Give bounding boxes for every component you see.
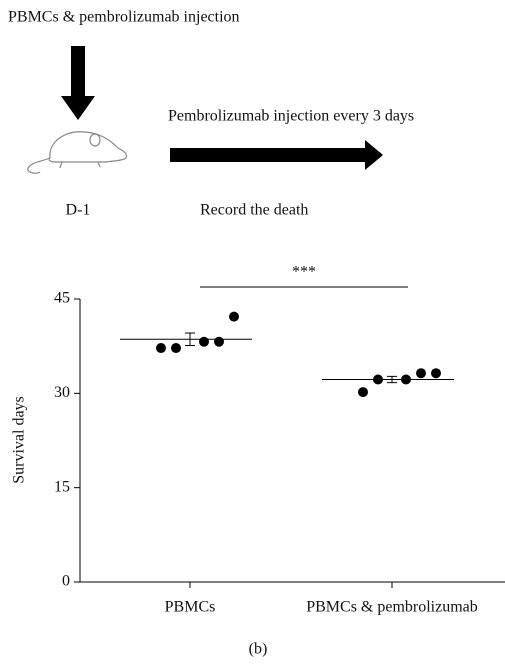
error-bar [185, 332, 195, 347]
data-point [358, 387, 368, 398]
record-label: Record the death [200, 202, 308, 219]
y-tick-label: 30 [54, 384, 70, 401]
y-axis-label: Survival days [11, 396, 28, 484]
error-bar [387, 375, 397, 384]
x-tick-label: PBMCs [165, 599, 216, 616]
top-label: PBMCs & pembrolizumab injection [8, 9, 240, 26]
data-point [214, 336, 224, 347]
x-tick-label: PBMCs & pembrolizumab [306, 599, 478, 616]
right-arrow [170, 140, 383, 170]
data-point [199, 336, 209, 347]
data-point [401, 374, 411, 385]
right-label: Pembrolizumab injection every 3 days [168, 108, 414, 125]
significance-label: *** [292, 264, 316, 281]
data-point [171, 343, 181, 354]
data-point [156, 343, 166, 354]
down-arrow [61, 46, 95, 120]
y-tick-label: 0 [62, 573, 70, 590]
mouse-icon [27, 131, 128, 174]
day-label: D-1 [66, 202, 91, 219]
caption: (b) [249, 641, 268, 658]
data-point [416, 368, 426, 379]
data-point [373, 374, 383, 385]
data-point [431, 368, 441, 379]
y-tick-label: 15 [54, 478, 70, 495]
data-point [229, 311, 239, 322]
y-tick-label: 45 [54, 290, 70, 307]
